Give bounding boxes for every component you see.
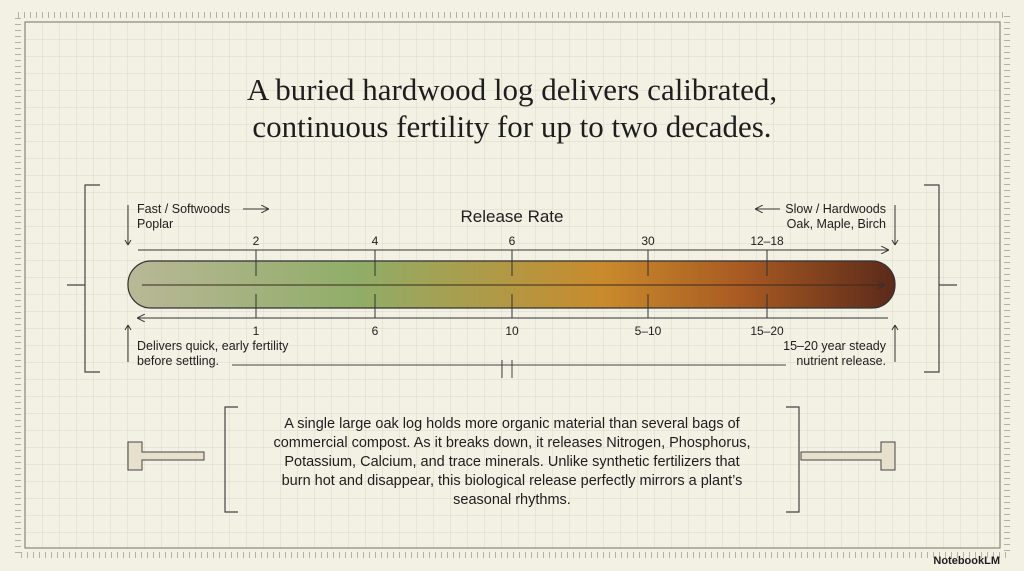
note: nutrient release.	[796, 354, 886, 368]
tick-label: 1	[253, 324, 260, 338]
body-line: commercial compost. As it breaks down, i…	[273, 435, 750, 451]
note: before settling.	[137, 354, 219, 368]
tick-label: 10	[505, 324, 519, 338]
connector	[232, 360, 786, 378]
scale-label: Release Rate	[460, 207, 563, 226]
tick-label: 6	[509, 234, 516, 248]
guide-line	[127, 205, 896, 362]
bracket	[224, 406, 800, 513]
tick-label: 15–20	[750, 324, 784, 338]
clamp	[127, 441, 896, 471]
tick-label: 12–18	[750, 234, 784, 248]
bracket	[67, 184, 957, 373]
tick-label: 4	[372, 234, 379, 248]
title-line: A buried hardwood log delivers calibrate…	[247, 72, 777, 107]
brand: NotebookLM	[933, 555, 1000, 567]
label: Slow / Hardwoods	[785, 202, 886, 216]
tick-label: 2	[253, 234, 260, 248]
arrowheads	[124, 239, 899, 331]
label: Poplar	[137, 217, 173, 231]
body-line: seasonal rhythms.	[453, 492, 571, 508]
note: 15–20 year steady	[783, 339, 887, 353]
tick-label: 5–10	[635, 324, 662, 338]
label: Fast / Softwoods	[137, 202, 230, 216]
ticks: 2 4 6 30 12–18 1 6 10 5–10 15–20	[253, 234, 784, 338]
body-line: Potassium, Calcium, and trace minerals. …	[284, 454, 739, 470]
body-line: burn hot and disappear, this biological …	[282, 473, 743, 489]
title-line: continuous fertility for up to two decad…	[252, 109, 771, 144]
note: Delivers quick, early fertility	[137, 339, 289, 353]
body-text: A single large oak log holds more organi…	[273, 416, 750, 508]
tick-label: 30	[641, 234, 655, 248]
title: A buried hardwood log delivers calibrate…	[247, 72, 777, 144]
body-line: A single large oak log holds more organi…	[284, 416, 740, 432]
label: Oak, Maple, Birch	[787, 217, 886, 231]
tick-label: 6	[372, 324, 379, 338]
